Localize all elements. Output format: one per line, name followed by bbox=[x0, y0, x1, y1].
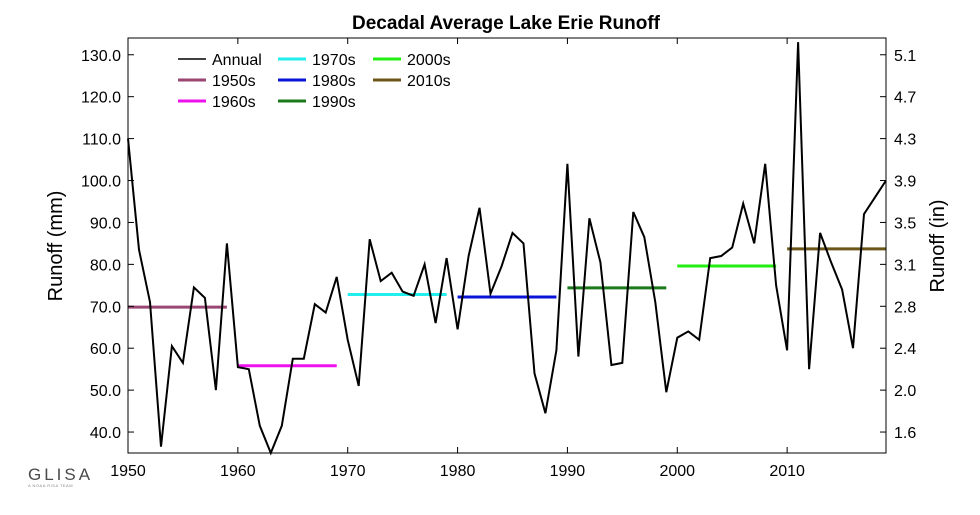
legend: Annual 1950s 1960s 1970s 1980s 1990s 2000s 2010… bbox=[178, 52, 451, 111]
legend-label-1950s: 1950s bbox=[212, 73, 256, 90]
y-tick-label: 120.0 bbox=[81, 90, 121, 107]
y-right-tick-label: 4.3 bbox=[894, 132, 916, 149]
plot-frame bbox=[127, 37, 887, 454]
y-right-tick-label: 4.7 bbox=[894, 90, 916, 107]
y-tick-label: 50.0 bbox=[90, 383, 121, 400]
y-right-tick-label: 2.4 bbox=[894, 341, 916, 358]
y-tick-label: 130.0 bbox=[81, 48, 121, 65]
plot-area bbox=[127, 42, 887, 456]
x-axis: 1950 1960 1970 1980 1990 2000 2010 bbox=[110, 38, 805, 480]
y-right-tick-label: 3.1 bbox=[894, 257, 916, 274]
y-axis-label-right: Runoff (in) bbox=[927, 199, 949, 292]
x-tick-label: 1950 bbox=[110, 463, 146, 480]
chart-title: Decadal Average Lake Erie Runoff bbox=[352, 13, 661, 34]
x-tick-label: 2010 bbox=[769, 463, 805, 480]
x-tick-label: 1960 bbox=[220, 463, 256, 480]
legend-label-2010s: 2010s bbox=[407, 73, 451, 90]
x-tick-label: 1980 bbox=[440, 463, 476, 480]
y-tick-label: 90.0 bbox=[90, 215, 121, 232]
legend-label-1980s: 1980s bbox=[312, 73, 356, 90]
y-axis-left: 40.0 50.0 60.0 70.0 80.0 90.0 100.0 110.0 120.0 1… bbox=[81, 48, 134, 442]
logo-wordmark: GLISA bbox=[28, 465, 94, 484]
y-right-tick-label: 3.5 bbox=[894, 215, 916, 232]
y-right-tick-label: 1.6 bbox=[894, 425, 916, 442]
y-tick-label: 100.0 bbox=[81, 174, 121, 191]
legend-label-1990s: 1990s bbox=[312, 94, 356, 111]
annual-runoff-line bbox=[127, 42, 887, 456]
y-right-tick-label: 2.8 bbox=[894, 299, 916, 316]
y-right-tick-label: 5.1 bbox=[894, 48, 916, 65]
y-tick-label: 70.0 bbox=[90, 299, 121, 316]
y-tick-label: 110.0 bbox=[82, 132, 121, 149]
y-axis-right: 1.6 2.0 2.4 2.8 3.1 3.5 3.9 4.3 4.7 5.1 bbox=[880, 48, 916, 442]
logo-tagline: A NOAA RISA TEAM bbox=[28, 483, 74, 488]
legend-label-1960s: 1960s bbox=[212, 94, 256, 111]
y-tick-label: 80.0 bbox=[90, 257, 121, 274]
glisa-logo: GLISA A NOAA RISA TEAM bbox=[28, 466, 93, 489]
y-tick-label: 60.0 bbox=[90, 341, 121, 358]
legend-label-1970s: 1970s bbox=[312, 52, 356, 69]
x-tick-label: 1970 bbox=[330, 463, 366, 480]
y-tick-label: 40.0 bbox=[90, 425, 121, 442]
y-right-tick-label: 3.9 bbox=[894, 174, 916, 191]
x-tick-label: 1990 bbox=[550, 463, 586, 480]
x-tick-label: 2000 bbox=[659, 463, 695, 480]
legend-label-Annual: Annual bbox=[212, 52, 262, 69]
legend-label-2000s: 2000s bbox=[407, 52, 451, 69]
y-right-tick-label: 2.0 bbox=[894, 383, 916, 400]
y-axis-label-left: Runoff (mm) bbox=[45, 191, 67, 302]
